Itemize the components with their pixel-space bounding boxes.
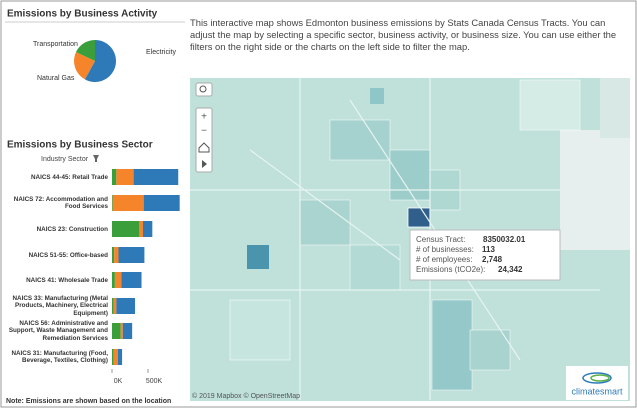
- bar-subtitle: Industry Sector: [41, 156, 89, 163]
- tooltip-value: 113: [482, 245, 495, 254]
- play-icon[interactable]: [202, 160, 207, 168]
- attribution: © 2019 Mapbox © OpenStreetMap: [192, 392, 300, 400]
- bar-segment: [112, 323, 121, 339]
- category-label: NAICS 56: Administrative and Support, Wa…: [8, 320, 108, 342]
- bar-segment: [116, 169, 134, 185]
- tooltip-label: # of businesses:: [416, 245, 474, 254]
- home-icon[interactable]: [198, 142, 210, 153]
- tooltip-value: 2,748: [482, 255, 503, 264]
- pie-label: Natural Gas: [37, 75, 75, 82]
- bar-segment: [133, 169, 179, 185]
- tooltip: Census Tract: 8350032.01 # of businesses: 1…: [409, 229, 561, 281]
- search-button[interactable]: [195, 82, 213, 97]
- bar-segment: [112, 195, 113, 211]
- tract: [329, 119, 391, 161]
- bar-segment: [143, 195, 180, 211]
- bar-segment: [114, 272, 122, 288]
- tract: [600, 78, 630, 138]
- logo-text: climatesmart: [571, 386, 623, 396]
- zoom-out[interactable]: −: [201, 126, 207, 137]
- tooltip-value: 24,342: [498, 265, 523, 274]
- pie-slice: [75, 40, 95, 61]
- tooltip-label: Census Tract:: [416, 235, 465, 244]
- zoom-controls[interactable]: [195, 107, 213, 173]
- category-label: NAICS 51-55: Office-based: [28, 251, 108, 259]
- category-label: NAICS 44-45: Retail Trade: [31, 173, 108, 181]
- description: This interactive map shows Edmonton busi…: [190, 17, 617, 52]
- bar-segment: [121, 272, 142, 288]
- bar-segment: [112, 221, 140, 237]
- tract: [349, 244, 401, 291]
- bar-segment: [122, 323, 133, 339]
- tract: [519, 79, 581, 131]
- pie-slice: [74, 52, 95, 80]
- tooltip-label: Emissions (tCO2e):: [416, 265, 485, 274]
- bar-segment: [142, 221, 153, 237]
- search-icon: [199, 85, 207, 93]
- bar-segment: [118, 247, 145, 263]
- bar-segment: [114, 247, 119, 263]
- tract: [370, 88, 384, 104]
- bar-segment: [112, 169, 117, 185]
- pie-label: Electricity: [146, 49, 176, 56]
- tract: [431, 299, 473, 391]
- x-tick-label: 500K: [146, 378, 163, 385]
- category-label: NAICS 41: Wholesale Trade: [26, 276, 108, 284]
- bar-segment: [112, 195, 144, 211]
- tooltip-label: # of employees:: [416, 255, 472, 264]
- category-label: NAICS 23: Construction: [36, 225, 108, 233]
- bar-segment: [112, 247, 115, 263]
- bar-segment: [139, 221, 143, 237]
- bar-segment: [113, 349, 118, 365]
- bar-segment: [112, 272, 115, 288]
- tract-high: [247, 245, 269, 269]
- bar-segment: [112, 349, 114, 365]
- bar-segment: [117, 349, 123, 365]
- tooltip-box: [409, 229, 561, 281]
- pie-label: Transportation: [33, 41, 78, 48]
- logo-swoosh: [590, 374, 610, 382]
- bar-segment: [112, 298, 114, 314]
- bar-segment: [116, 298, 136, 314]
- x-tick-label: 0K: [114, 378, 123, 385]
- bar-title: Emissions by Business Sector: [7, 140, 153, 151]
- tract: [469, 329, 511, 371]
- pie-slice: [84, 40, 116, 82]
- bar-segment: [120, 323, 123, 339]
- pie-title: Emissions by Business Activity: [7, 9, 158, 20]
- filter-icon: [93, 155, 99, 162]
- category-label: NAICS 31: Manufacturing (Food, Beverage,…: [11, 349, 108, 364]
- bar-segment: [113, 298, 117, 314]
- zoom-in[interactable]: +: [201, 112, 207, 123]
- tract: [229, 299, 291, 361]
- note: Note: Emissions are shown based on the l…: [6, 398, 171, 405]
- category-label: NAICS 72: Accommodation and Food Service…: [13, 195, 108, 210]
- tract: [299, 199, 351, 246]
- tooltip-value: 8350032.01: [483, 235, 526, 244]
- tract: [560, 130, 630, 250]
- category-label: NAICS 33: Manufacturing (Metal Products,…: [12, 295, 108, 317]
- logo-swoosh: [582, 372, 612, 384]
